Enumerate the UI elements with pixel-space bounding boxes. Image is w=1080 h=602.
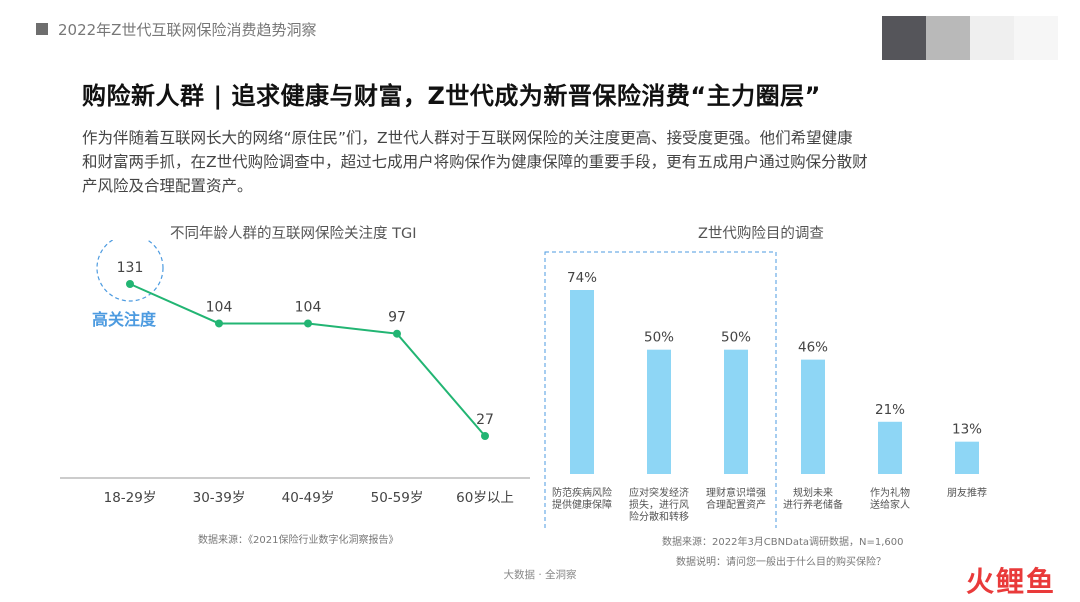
x-tick-label: 50-59岁	[371, 490, 424, 506]
bar	[955, 441, 979, 474]
desc-line: 和财富两手抓，在Z世代购险调查中，超过七成用户将购保作为健康保障的重要手段，更有…	[82, 153, 868, 171]
block-light	[970, 16, 1014, 60]
data-label: 131	[117, 260, 144, 276]
data-point	[481, 432, 489, 440]
bar-chart-title: Z世代购险目的调查	[698, 226, 824, 242]
x-tick-label: 提供健康保障	[552, 498, 612, 511]
data-label: 104	[206, 299, 233, 315]
desc-line: 作为伴随着互联网长大的网络“原住民”们，Z世代人群对于互联网保险的关注度更高、接…	[82, 129, 853, 147]
bar-chart-source: 数据来源：2022年3月CBNData调研数据，N=1,600	[662, 537, 904, 548]
bar-value-label: 74%	[567, 270, 597, 286]
x-tick-label: 合理配置资产	[706, 498, 766, 511]
report-title: 2022年Z世代互联网保险消费趋势洞察	[58, 20, 317, 39]
x-tick-label: 18-29岁	[104, 490, 157, 506]
annotation-label: 高关注度	[92, 310, 157, 329]
data-point	[304, 319, 312, 328]
x-tick-label: 30-39岁	[193, 490, 246, 506]
block-gray	[926, 16, 970, 60]
page-title: 购险新人群 | 追求健康与财富，Z世代成为新晋保险消费“主力圈层”	[82, 82, 821, 110]
bar-chart-note: 数据说明：请问您一般出于什么目的购买保险？	[676, 557, 886, 568]
decorative-blocks	[882, 16, 1058, 60]
bar	[570, 290, 594, 474]
x-tick-label: 应对突发经济	[629, 486, 689, 499]
x-tick-label: 防范疾病风险	[552, 486, 612, 499]
line-chart-source: 数据来源：《2021保险行业数字化洞察报告》	[198, 535, 399, 546]
desc-line: 产风险及合理配置资产。	[82, 177, 253, 195]
x-tick-label: 作为礼物	[870, 486, 910, 499]
bar	[724, 349, 748, 474]
data-label: 97	[388, 310, 406, 326]
page-description: 作为伴随着互联网长大的网络“原住民”们，Z世代人群对于互联网保险的关注度更高、接…	[82, 126, 1032, 198]
block-dark	[882, 16, 926, 60]
brand-logo: 火鲤鱼	[965, 565, 1056, 598]
data-point	[393, 329, 401, 338]
line-chart-title: 不同年龄人群的互联网保险关注度 TGI	[170, 226, 417, 242]
bar-value-label: 13%	[952, 422, 982, 438]
bar-value-label: 50%	[721, 330, 751, 346]
x-tick-label: 送给家人	[870, 498, 910, 511]
x-tick-label: 进行养老储备	[783, 498, 843, 511]
report-header: 2022年Z世代互联网保险消费趋势洞察	[36, 18, 316, 40]
x-tick-label: 规划未来	[793, 486, 833, 499]
data-point	[215, 319, 223, 328]
data-label: 104	[295, 299, 322, 315]
x-tick-label: 60岁以上	[456, 490, 514, 506]
block-lighter	[1014, 16, 1058, 60]
bar-value-label: 21%	[875, 402, 905, 418]
x-tick-label: 险分散和转移	[629, 510, 689, 523]
highlight-box	[544, 251, 777, 528]
highlight-circle	[96, 240, 164, 302]
data-point	[126, 280, 134, 288]
line-chart: 131 18-29岁 104 30-39岁 104 40-49岁 97 50-59岁 27 60岁…	[60, 240, 530, 506]
x-tick-label: 朋友推荐	[947, 486, 987, 499]
x-tick-label: 损失，进行风	[629, 498, 689, 511]
x-tick-label: 理财意识增强	[706, 486, 766, 499]
bar	[647, 349, 671, 474]
bar	[878, 421, 902, 474]
bar	[801, 359, 825, 474]
header-square-icon	[36, 23, 48, 35]
x-tick-label: 40-49岁	[282, 490, 335, 506]
bar-value-label: 46%	[798, 340, 828, 356]
data-label: 27	[476, 412, 494, 428]
bar-value-label: 50%	[644, 330, 674, 346]
footer-slogan: 大数据 · 全洞察	[503, 569, 577, 581]
